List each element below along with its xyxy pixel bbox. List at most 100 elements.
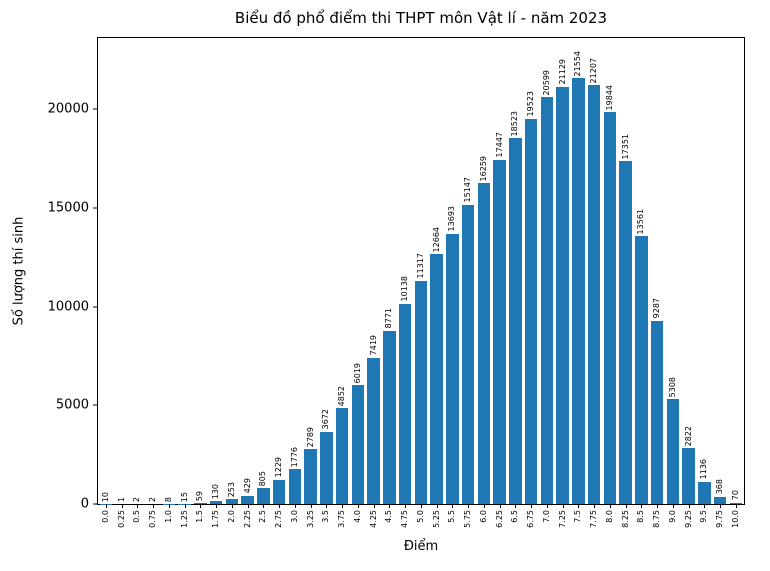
bar-slot: 130 1.75 [208,38,224,528]
x-tick-label: 9.75 [715,510,725,528]
bar-value-label: 1229 [274,457,284,478]
bar-slot: 17351 8.25 [618,38,634,528]
x-tick-label: 7.25 [557,510,567,528]
bar-value-label: 5308 [667,376,677,398]
bar-slot: 11317 5.0 [413,38,429,523]
x-tick-label: 0.25 [116,510,126,528]
x-tick-label: 2.25 [242,510,252,528]
bar-slot: 13693 5.5 [445,38,461,523]
x-tick-label: 3.5 [321,510,331,523]
bar-value-label: 253 [226,481,236,498]
y-tick-label: 0 [80,496,89,512]
bar-slot: 21554 7.5 [571,38,587,523]
y-tick-mark [93,404,97,406]
bar-slot: 1 0.25 [114,38,130,528]
bar-slot: 20599 7.0 [539,38,555,523]
x-tick-label: 9.5 [699,510,709,523]
bar-value-label: 10138 [400,276,410,302]
bar-slot: 15 1.25 [177,38,193,528]
bar [540,97,553,504]
bar-value-label: 17447 [494,132,504,158]
bar-slot: 2 0.5 [130,38,146,523]
bar-value-label: 2 [132,496,142,502]
bar-value-label: 10 [100,491,110,502]
bar-slot: 19523 6.75 [523,38,539,528]
x-tick-label: 6.0 [478,510,488,523]
y-tick-mark [93,207,97,209]
bar-value-label: 70 [730,490,740,501]
y-tick-label: 20000 [47,101,89,117]
x-tick-label: 4.75 [400,510,410,528]
x-tick-label: 6.25 [494,510,504,528]
bar [367,357,380,504]
bar-value-label: 8771 [384,308,394,329]
bar [619,161,632,504]
bar [587,85,601,504]
plot-area: 10 0.0 1 0.25 2 0.5 2 0.75 8 1.0 15 1.25 59 1.5 130 1.7… [48,37,745,528]
bar-slot: 4852 3.75 [334,38,350,528]
x-tick-label: 2.5 [258,510,268,523]
bar-slot: 2822 9.25 [681,38,697,528]
x-tick-label: 0.75 [148,510,158,528]
bar-value-label: 16259 [478,155,488,181]
bar-slot: 2 0.75 [145,38,161,528]
x-axis-label: Điểm [403,539,439,554]
bar-value-label: 3672 [321,409,331,430]
bar-slot: 10 0.0 [98,38,114,523]
bar-slot: 15147 5.75 [460,38,476,528]
bar [556,86,569,504]
bar [320,431,333,504]
bar [682,448,695,504]
bar-value-label: 429 [242,478,252,494]
x-tick-label: 4.25 [368,510,378,528]
x-tick-label: 8.75 [652,510,662,528]
bar-slot: 12664 5.25 [429,38,445,528]
y-tick-label: 5000 [55,397,89,413]
bar-value-label: 1776 [289,446,299,467]
bar [572,78,585,504]
bar [351,385,364,504]
bar [698,481,711,504]
bar-slot: 18523 6.5 [508,38,524,523]
bar-slot: 70 10.0 [728,38,744,528]
bar-value-label: 21129 [557,59,567,85]
bar-value-label: 4852 [337,385,347,407]
bar-value-label: 21207 [589,57,599,84]
x-tick-label: 0.5 [132,510,142,523]
bar [603,112,616,504]
bar [713,496,727,504]
bar-slot: 6019 4.0 [350,38,366,523]
bar-slot: 7419 4.25 [366,38,382,528]
bar [666,399,679,504]
x-tick-label: 0.0 [100,510,110,523]
x-tick-label: 3.75 [337,510,347,528]
bar-slot: 10138 4.75 [397,38,413,528]
bar-slot: 59 1.5 [193,38,209,523]
bar [257,488,270,504]
bar-slot: 9287 8.75 [649,38,665,528]
x-tick-label: 8.5 [636,510,646,523]
x-tick-label: 5.25 [431,510,441,528]
bar-value-label: 1136 [699,459,709,480]
bar-value-label: 17351 [620,133,630,160]
bar-slot: 5308 9.0 [665,38,681,523]
bar-value-label: 9287 [652,298,662,319]
bar-value-label: 1 [116,496,126,502]
x-tick-label: 1.75 [211,510,221,528]
bar-value-label: 130 [211,484,221,500]
bar-slot: 253 2.0 [224,38,240,523]
bar [209,501,223,504]
y-tick-mark [93,306,97,308]
x-tick-label: 5.0 [415,510,425,523]
bar-value-label: 19523 [526,91,536,117]
bar-value-label: 7419 [368,335,378,356]
x-tick-label: 1.0 [163,510,173,523]
bar-slot: 13561 8.5 [634,38,650,523]
x-tick-label: 9.25 [683,510,693,528]
bar [477,182,490,504]
bar [414,280,427,504]
bar [272,479,286,504]
bar-slot: 3672 3.5 [319,38,335,523]
bar-value-label: 2822 [683,425,693,447]
bar-value-label: 19844 [604,84,614,111]
